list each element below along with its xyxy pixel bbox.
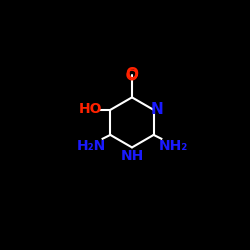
Text: H₂N: H₂N <box>76 138 106 152</box>
Text: O: O <box>126 67 138 82</box>
Text: N: N <box>150 102 163 118</box>
Text: HO: HO <box>78 102 102 116</box>
Text: NH₂: NH₂ <box>158 138 188 152</box>
Text: NH: NH <box>120 149 144 163</box>
